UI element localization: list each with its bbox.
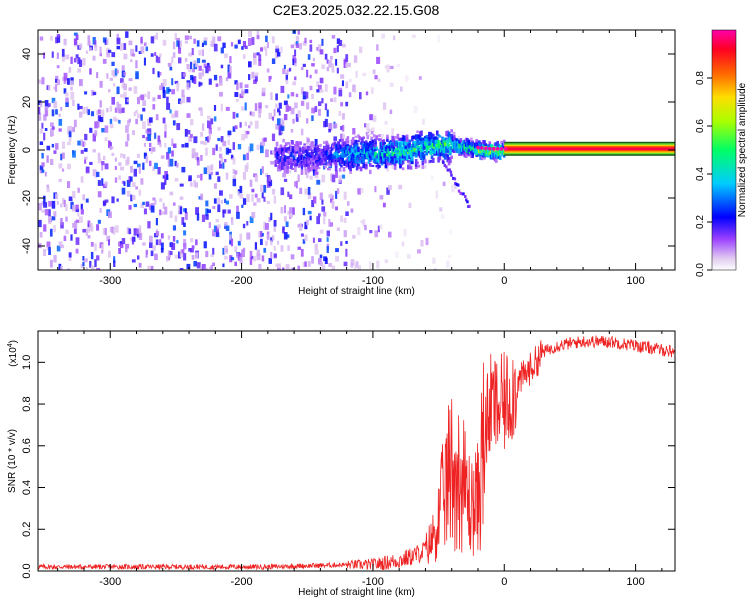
snr-ylabel: SNR (10 * v/v): [7, 429, 18, 493]
snr-panel: -300 -200 -100 0 100 0.0 0.2 0.4 0.6 0.8 1.0 Height…: [7, 330, 676, 598]
colorbar-tick-label: 0.8: [695, 71, 706, 85]
snr-xtick-label: 0: [501, 576, 507, 588]
spectrogram-ytick-label: 0: [21, 147, 33, 153]
colorbar-tick-label: 0.6: [695, 119, 706, 133]
figure-title: C2E3.2025.032.22.15.G08: [272, 2, 440, 18]
snr-xtick-label: -300: [99, 576, 121, 588]
snr-xtick-label: -100: [362, 576, 384, 588]
spectrogram-ytick-label: -40: [21, 238, 33, 254]
colorbar-tick-label: 0.4: [695, 167, 706, 181]
spectrogram-xtick-label: -100: [362, 275, 384, 287]
colorbar: 0.0 0.2 0.4 0.6 0.8 Normalized spectral ampli…: [695, 29, 748, 277]
snr-xlabel: Height of straight line (km): [298, 587, 415, 598]
spectrogram-ylabel: Frequency (Hz): [7, 116, 18, 185]
spectrogram-heatmap: [38, 30, 675, 270]
snr-ytick-label: 0.6: [21, 438, 33, 453]
colorbar-label: Normalized spectral amplitude: [737, 82, 748, 217]
snr-frame: [37, 330, 676, 572]
snr-xtick-label: -200: [231, 576, 253, 588]
snr-ytick-label: 0.0: [21, 563, 33, 578]
snr-ytick-label: 1.0: [21, 355, 33, 370]
snr-multiplier-close: ): [8, 340, 19, 343]
spectrogram-ytick-label: 20: [21, 96, 33, 108]
svg-text:(x104): (x104): [7, 340, 19, 367]
spectrogram-ytick-label: 40: [21, 48, 33, 60]
snr-series-line: [38, 335, 675, 571]
snr-ytick-label: 0.8: [21, 396, 33, 411]
spectrogram-xtick-label: -300: [99, 275, 121, 287]
colorbar-tick-label: 0.2: [695, 215, 706, 229]
spectrogram-xtick-label: 0: [501, 275, 507, 287]
colorbar-gradient: [711, 29, 737, 271]
snr-multiplier: (x104): [7, 340, 19, 367]
spectrogram-xtick-label: -200: [231, 275, 253, 287]
spectrogram-xtick-label: 100: [626, 275, 644, 287]
snr-ytick-label: 0.4: [21, 480, 33, 495]
spectrogram-xlabel: Height of straight line (km): [298, 286, 415, 297]
colorbar-tick-label: 0.0: [695, 263, 706, 277]
snr-multiplier-exponent: 4: [7, 343, 14, 347]
spectrogram-ytick-label: -20: [21, 190, 33, 206]
snr-ytick-label: 0.2: [21, 522, 33, 537]
snr-multiplier-base: (x10: [8, 347, 19, 367]
snr-xtick-label: 100: [626, 576, 644, 588]
